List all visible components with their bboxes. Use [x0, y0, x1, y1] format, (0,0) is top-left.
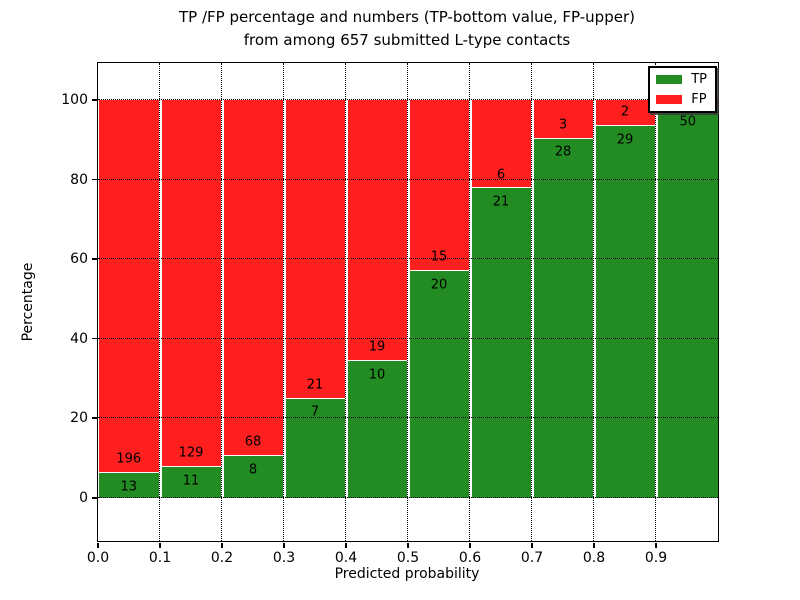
grid-line-vertical	[407, 63, 408, 541]
bar-segment-tp	[533, 138, 593, 498]
chart-title-line-2: from among 657 submitted L-type contacts	[243, 31, 571, 49]
x-axis-tick	[407, 543, 409, 548]
tp-count-label: 11	[182, 473, 200, 489]
tp-count-label: 8	[248, 462, 258, 478]
y-tick-label: 40	[70, 330, 88, 347]
tp-count-label: 21	[492, 194, 510, 210]
y-axis-tick	[92, 497, 97, 499]
grid-line-vertical	[593, 63, 594, 541]
x-tick-label: 0.6	[458, 550, 482, 566]
x-tick-label: 0.1	[148, 550, 172, 566]
y-tick-label: 0	[79, 490, 88, 506]
fp-count-label: 21	[306, 377, 324, 393]
bar-segment-tp	[409, 270, 469, 498]
grid-line-horizontal	[98, 258, 718, 260]
x-axis-tick	[97, 543, 99, 548]
bar-segment-tp	[285, 398, 345, 498]
legend-entry-fp: FP	[656, 93, 707, 106]
fp-count-label: 68	[244, 434, 262, 450]
x-axis-tick	[345, 543, 347, 548]
bar-segment-tp	[99, 473, 159, 498]
fp-count-label: 19	[368, 339, 386, 355]
legend-label-tp: TP	[691, 72, 707, 87]
y-axis-tick	[92, 258, 97, 260]
fp-count-label: 6	[496, 167, 506, 182]
y-tick-label: 80	[70, 171, 88, 188]
tp-count-label: 29	[616, 132, 634, 148]
fp-count-label: 129	[178, 445, 204, 461]
tp-count-label: 20	[430, 277, 448, 292]
legend-swatch-tp-icon	[656, 75, 683, 84]
bar-segment-fp	[595, 100, 655, 125]
x-axis-tick	[221, 543, 223, 548]
bar-segment-tp	[471, 188, 531, 498]
x-tick-label: 0.4	[334, 550, 358, 566]
tp-count-label: 7	[310, 404, 320, 420]
fp-count-label: 3	[558, 117, 568, 133]
grid-line-vertical	[655, 63, 656, 541]
bar-segment-fp	[285, 100, 345, 398]
grid-line-horizontal	[98, 497, 718, 498]
bar-segment-tp	[657, 107, 718, 498]
x-tick-label: 0.7	[520, 550, 544, 566]
x-tick-label: 0.5	[396, 550, 420, 566]
plot-area: TP FP 13 196 11 129 8 68 7 21 10 19 20 15 21 6 28 3 29 2 5…	[97, 62, 719, 542]
fp-count-label: 15	[430, 249, 448, 265]
y-tick-label: 20	[70, 410, 88, 427]
legend-entry-tp: TP	[656, 73, 707, 86]
legend-label-fp: FP	[691, 92, 707, 107]
tp-count-label: 13	[120, 479, 138, 495]
x-tick-label: 0.3	[272, 550, 296, 566]
bar-segment-tp	[595, 125, 655, 498]
bar-segment-tp	[161, 466, 221, 498]
fp-count-label: 196	[116, 451, 142, 467]
y-axis-label: Percentage	[20, 262, 36, 342]
bar-segment-tp	[347, 360, 407, 498]
grid-line-horizontal	[98, 99, 718, 100]
fp-count-label: 2	[620, 104, 630, 120]
tp-count-label: 50	[679, 114, 697, 130]
grid-line-horizontal	[98, 417, 718, 419]
x-axis-tick	[283, 543, 285, 548]
grid-line-vertical	[531, 63, 532, 541]
chart-title-line-1: TP /FP percentage and numbers (TP-bottom…	[179, 8, 635, 26]
y-tick-label: 100	[61, 92, 88, 108]
bar-segment-tp	[223, 456, 283, 498]
bar-segment-fp	[99, 100, 159, 473]
bar-segment-fp	[347, 100, 407, 360]
x-axis-tick	[531, 543, 533, 548]
x-tick-label: 0.2	[210, 550, 234, 566]
legend: TP FP	[648, 66, 717, 113]
x-axis-tick	[469, 543, 471, 548]
grid-line-vertical	[345, 63, 346, 541]
x-tick-label: 0.9	[644, 550, 668, 566]
tp-count-label: 28	[554, 144, 572, 160]
y-axis-tick	[92, 337, 97, 340]
tp-count-label: 10	[368, 367, 386, 383]
x-axis-tick	[159, 543, 161, 548]
legend-swatch-fp-icon	[656, 95, 683, 104]
y-axis-tick	[92, 99, 97, 101]
grid-line-vertical	[221, 63, 222, 541]
x-axis-tick	[593, 543, 595, 548]
grid-line-horizontal	[98, 337, 718, 339]
y-axis-tick	[92, 417, 97, 419]
bar-segment-fp	[533, 100, 593, 138]
x-axis-label: Predicted probability	[334, 566, 480, 582]
x-tick-label: 0.0	[86, 550, 110, 566]
bar-segment-fp	[161, 100, 221, 466]
y-axis-tick	[92, 178, 97, 181]
bar-segment-fp	[471, 100, 531, 188]
chart-title: TP /FP percentage and numbers (TP-bottom…	[97, 6, 717, 52]
grid-line-vertical	[283, 63, 284, 541]
grid-line-vertical	[159, 63, 160, 541]
bar-segment-fp	[409, 100, 469, 270]
x-tick-label: 0.8	[582, 550, 606, 566]
grid-line-horizontal	[98, 178, 718, 180]
x-axis-tick	[655, 543, 657, 548]
y-tick-label: 60	[70, 251, 88, 268]
grid-line-vertical	[469, 63, 470, 541]
bar-segment-fp	[223, 100, 283, 456]
